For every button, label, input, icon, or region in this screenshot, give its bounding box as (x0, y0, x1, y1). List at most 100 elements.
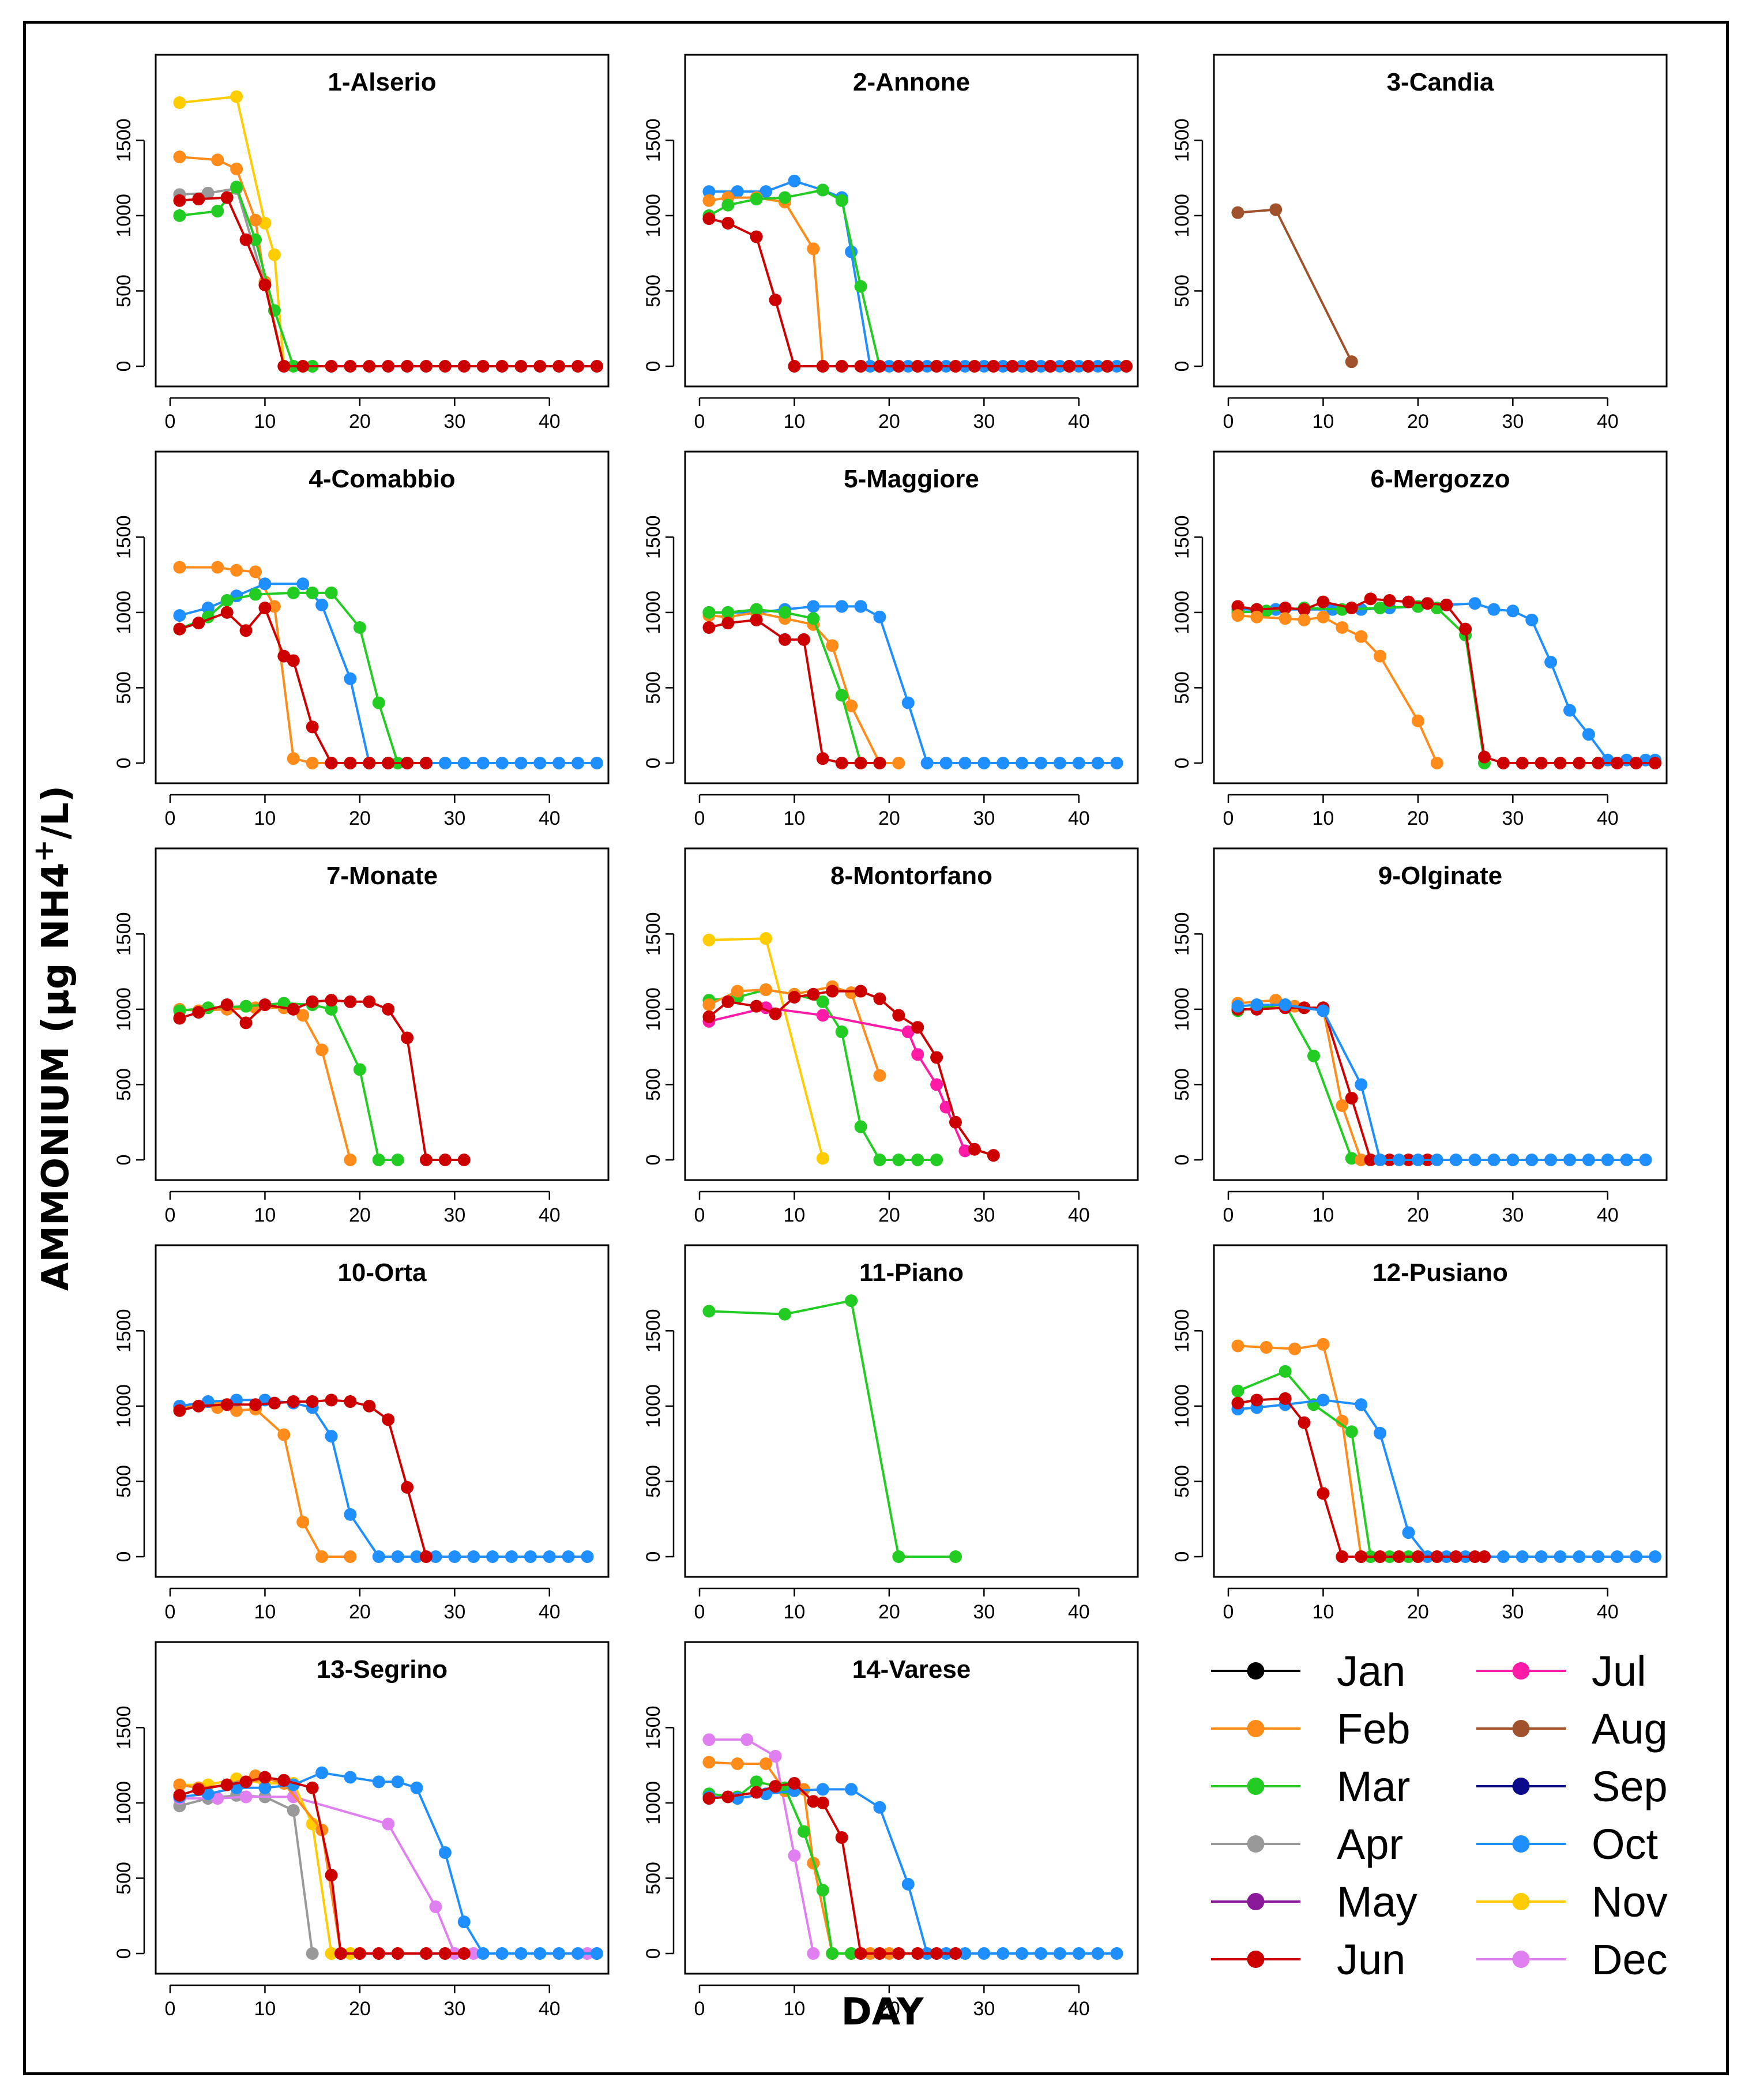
data-point (1345, 1091, 1358, 1105)
data-point (1525, 1154, 1539, 1166)
data-point (1374, 1426, 1387, 1440)
legend-item-may: May (1211, 1878, 1417, 1926)
x-axis: 0 10 20 30 40 (694, 1190, 1090, 1226)
legend-marker (1512, 1835, 1530, 1853)
data-point (835, 689, 848, 702)
data-point (1053, 757, 1066, 769)
data-point (807, 1795, 820, 1808)
x-tick-label: 40 (1068, 1998, 1090, 2020)
data-point (438, 757, 452, 769)
data-point (826, 1947, 839, 1960)
data-point (930, 1154, 943, 1166)
y-tick-label: 1500 (1171, 516, 1193, 559)
x-axis: 0 10 20 30 40 (694, 1587, 1090, 1623)
x-tick-label: 0 (1223, 1601, 1234, 1623)
data-point (892, 1154, 905, 1166)
data-point (826, 985, 839, 998)
legend-label: Mar (1337, 1763, 1410, 1810)
x-tick-label: 0 (694, 411, 705, 433)
data-point (807, 600, 820, 613)
data-point (873, 610, 886, 623)
data-point (420, 757, 433, 769)
data-point (807, 612, 820, 625)
data-point (363, 1399, 376, 1412)
data-point (826, 639, 839, 652)
data-point (344, 672, 357, 685)
y-tick-label: 0 (113, 1948, 135, 1959)
data-point (268, 248, 281, 261)
data-point (816, 1152, 829, 1165)
y-tick-label: 500 (1171, 1465, 1193, 1498)
data-point (192, 1006, 205, 1019)
data-point (1496, 757, 1510, 769)
data-point (769, 1007, 782, 1020)
data-point (353, 1063, 366, 1076)
x-tick-label: 0 (694, 1998, 705, 2020)
legend-label: Apr (1337, 1820, 1403, 1868)
panel-title: 2-Annone (853, 68, 970, 96)
y-tick-label: 1000 (113, 987, 135, 1031)
data-point (363, 757, 376, 769)
data-point (420, 1550, 433, 1563)
data-point (201, 1787, 215, 1801)
data-point (958, 1144, 972, 1158)
data-point (277, 360, 291, 373)
data-point (930, 1947, 943, 1960)
y-tick-label: 1500 (1171, 912, 1193, 956)
data-point (1091, 757, 1104, 769)
series-mar (702, 1294, 962, 1563)
data-point (230, 1404, 243, 1417)
legend-marker (1247, 1720, 1265, 1737)
x-tick-label: 20 (1407, 1601, 1429, 1623)
x-tick-label: 30 (443, 1204, 465, 1226)
data-point (911, 360, 924, 373)
data-point (835, 757, 848, 769)
data-point (721, 1790, 735, 1804)
y-axis: 0 500 1000 1500 (113, 912, 145, 1165)
y-axis-title: AMMONIUM (µg NH4+/L) (28, 786, 77, 1291)
legend-item-mar: Mar (1211, 1763, 1410, 1810)
data-point (1573, 757, 1586, 769)
data-point (325, 1947, 338, 1960)
data-point (192, 617, 205, 630)
x-tick-label: 10 (1313, 1204, 1334, 1226)
x-tick-label: 30 (443, 411, 465, 433)
panel-box (684, 1641, 1139, 1975)
data-point (173, 151, 186, 164)
data-point (845, 986, 858, 1000)
series-line (179, 196, 597, 367)
data-point (892, 360, 905, 373)
data-point (1544, 656, 1558, 669)
data-point (382, 360, 395, 373)
x-tick-label: 10 (784, 807, 806, 829)
data-point (239, 1775, 253, 1789)
data-point (1317, 1338, 1330, 1351)
y-tick-label: 1000 (113, 591, 135, 634)
data-point (1317, 1393, 1330, 1407)
series-oct (1231, 998, 1652, 1166)
data-point (315, 1766, 329, 1779)
series-mar (702, 183, 886, 373)
data-point (372, 1154, 385, 1166)
data-point (287, 1002, 300, 1016)
legend-marker (1512, 1720, 1530, 1737)
panel-1-alserio: 1-Alserio 0 10 20 30 40 0 500 1000 1500 (113, 54, 610, 433)
data-point (325, 1393, 338, 1407)
data-point (1355, 1078, 1368, 1091)
data-point (892, 757, 905, 769)
data-point (1317, 595, 1330, 608)
data-point (750, 1775, 763, 1789)
data-point (854, 1120, 867, 1133)
data-point (514, 757, 528, 769)
x-axis: 0 10 20 30 40 (694, 397, 1090, 433)
data-point (401, 360, 414, 373)
data-point (911, 1947, 924, 1960)
data-point (173, 1012, 186, 1025)
data-point (1468, 1154, 1481, 1166)
y-axis: 0 500 1000 1500 (642, 1706, 675, 1959)
data-point (854, 360, 867, 373)
x-tick-label: 10 (254, 807, 276, 829)
data-point (306, 586, 319, 599)
x-tick-label: 20 (349, 1204, 371, 1226)
data-point (230, 563, 243, 577)
